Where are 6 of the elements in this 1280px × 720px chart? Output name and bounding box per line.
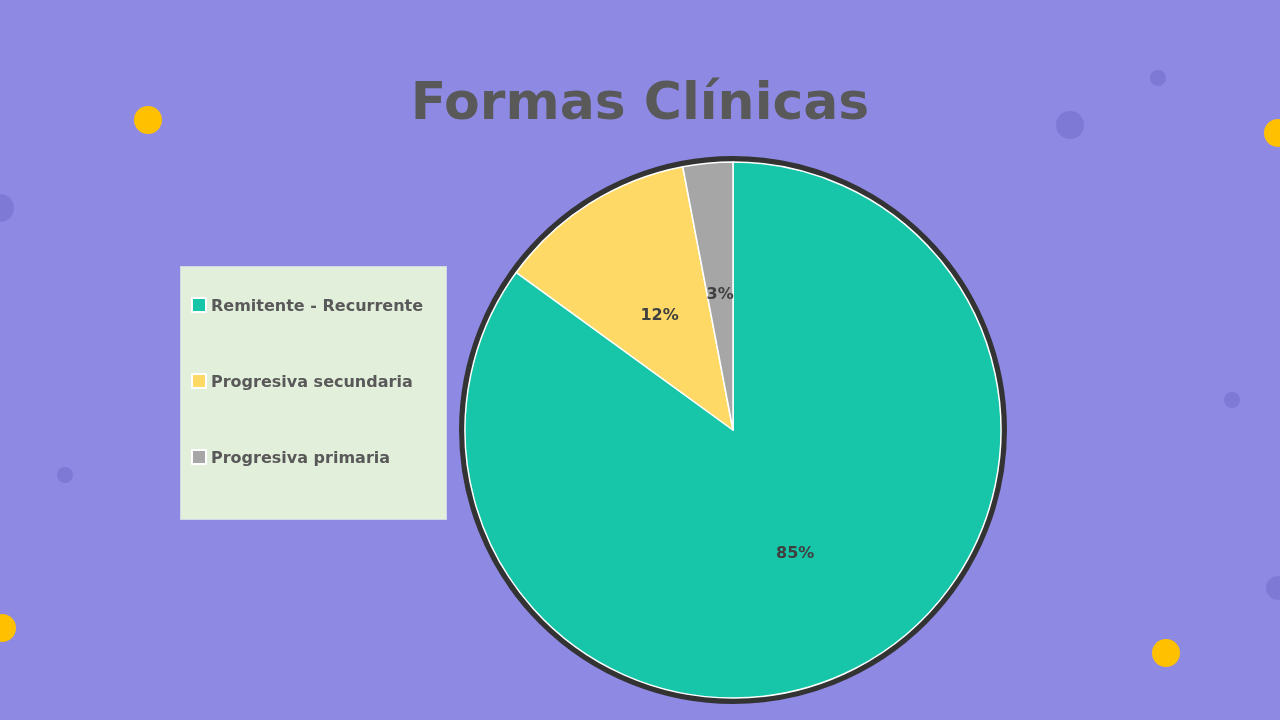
legend-label: Remitente - Recurrente bbox=[211, 295, 424, 315]
data-label: 12% bbox=[640, 304, 679, 324]
data-label: 85% bbox=[776, 542, 815, 562]
legend-label: Progresiva secundaria bbox=[211, 371, 413, 391]
chart-title: Formas Clínicas bbox=[410, 71, 870, 131]
legend-label: Progresiva primaria bbox=[211, 447, 391, 467]
